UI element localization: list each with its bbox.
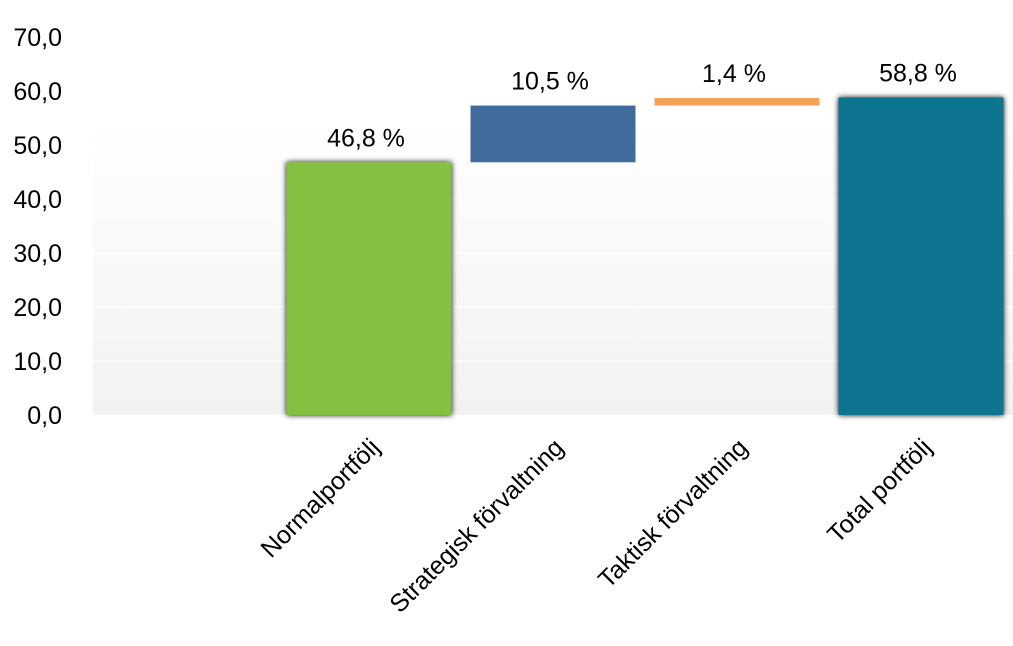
bar [470,105,636,163]
bar [838,97,1004,415]
data-label: 1,4 % [702,60,766,88]
category-label: Taktisk förvaltning [593,433,753,593]
x-axis: Normalportfölj Strategisk förvaltning Takt… [255,433,937,618]
bar [654,98,820,106]
y-tick-label: 70,0 [13,24,62,52]
category-label: Total portfölj [822,433,937,548]
category-label: Strategisk förvaltning [384,433,569,618]
y-tick-label: 40,0 [13,186,62,214]
data-label: 10,5 % [511,68,589,96]
category-label: Normalportfölj [255,433,385,563]
data-label: 58,8 % [879,59,957,87]
data-labels: 46,8 % 10,5 % 1,4 % 58,8 % [327,59,957,152]
y-tick-label: 10,0 [13,348,62,376]
y-tick-label: 30,0 [13,240,62,268]
bars [286,97,1004,415]
data-label: 46,8 % [327,124,405,152]
y-tick-label: 60,0 [13,78,62,106]
y-axis: 0,0 10,0 20,0 30,0 40,0 50,0 60,0 70,0 [13,24,62,430]
y-tick-label: 0,0 [27,402,62,430]
y-tick-label: 20,0 [13,294,62,322]
y-tick-label: 50,0 [13,132,62,160]
bar [286,162,452,415]
